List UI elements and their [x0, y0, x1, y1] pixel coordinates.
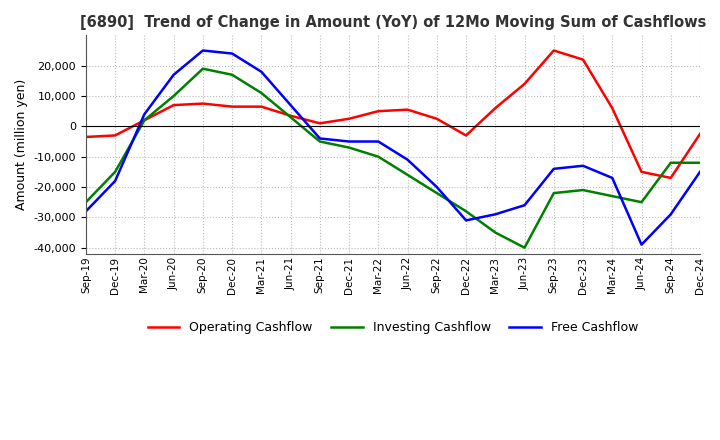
Title: [6890]  Trend of Change in Amount (YoY) of 12Mo Moving Sum of Cashflows: [6890] Trend of Change in Amount (YoY) o… — [80, 15, 706, 30]
Operating Cashflow — [315, 121, 324, 126]
Free Cashflow — [403, 157, 412, 162]
Operating Cashflow — [169, 103, 178, 108]
Free Cashflow — [433, 184, 441, 190]
Operating Cashflow — [462, 133, 470, 138]
Free Cashflow — [199, 48, 207, 53]
Line: Free Cashflow: Free Cashflow — [86, 51, 700, 245]
Investing Cashflow — [287, 114, 295, 120]
Free Cashflow — [169, 72, 178, 77]
Investing Cashflow — [521, 245, 529, 250]
Free Cashflow — [315, 136, 324, 141]
Operating Cashflow — [637, 169, 646, 175]
Free Cashflow — [140, 112, 149, 117]
Free Cashflow — [462, 218, 470, 223]
Free Cashflow — [111, 178, 120, 183]
Operating Cashflow — [579, 57, 588, 62]
Operating Cashflow — [696, 131, 704, 136]
Free Cashflow — [549, 166, 558, 172]
Operating Cashflow — [667, 175, 675, 180]
Investing Cashflow — [491, 230, 500, 235]
Operating Cashflow — [374, 109, 382, 114]
Investing Cashflow — [696, 160, 704, 165]
Investing Cashflow — [228, 72, 236, 77]
Investing Cashflow — [579, 187, 588, 193]
Free Cashflow — [696, 169, 704, 175]
Free Cashflow — [345, 139, 354, 144]
Operating Cashflow — [228, 104, 236, 109]
Investing Cashflow — [462, 209, 470, 214]
Operating Cashflow — [257, 104, 266, 109]
Investing Cashflow — [199, 66, 207, 71]
Operating Cashflow — [433, 116, 441, 121]
Operating Cashflow — [140, 117, 149, 123]
Investing Cashflow — [140, 117, 149, 123]
Investing Cashflow — [549, 191, 558, 196]
Operating Cashflow — [287, 113, 295, 118]
Free Cashflow — [228, 51, 236, 56]
Free Cashflow — [491, 212, 500, 217]
Investing Cashflow — [257, 90, 266, 95]
Free Cashflow — [287, 103, 295, 108]
Investing Cashflow — [433, 191, 441, 196]
Free Cashflow — [257, 69, 266, 74]
Operating Cashflow — [549, 48, 558, 53]
Y-axis label: Amount (million yen): Amount (million yen) — [15, 79, 28, 210]
Free Cashflow — [81, 209, 90, 214]
Investing Cashflow — [667, 160, 675, 165]
Free Cashflow — [667, 212, 675, 217]
Free Cashflow — [637, 242, 646, 247]
Investing Cashflow — [169, 93, 178, 99]
Investing Cashflow — [81, 200, 90, 205]
Investing Cashflow — [608, 194, 616, 199]
Operating Cashflow — [521, 81, 529, 87]
Investing Cashflow — [315, 139, 324, 144]
Operating Cashflow — [111, 133, 120, 138]
Investing Cashflow — [374, 154, 382, 159]
Free Cashflow — [608, 175, 616, 180]
Operating Cashflow — [81, 134, 90, 139]
Free Cashflow — [374, 139, 382, 144]
Investing Cashflow — [403, 172, 412, 177]
Operating Cashflow — [403, 107, 412, 112]
Legend: Operating Cashflow, Investing Cashflow, Free Cashflow: Operating Cashflow, Investing Cashflow, … — [143, 316, 643, 339]
Line: Operating Cashflow: Operating Cashflow — [86, 51, 700, 178]
Free Cashflow — [521, 202, 529, 208]
Line: Investing Cashflow: Investing Cashflow — [86, 69, 700, 248]
Operating Cashflow — [608, 106, 616, 111]
Investing Cashflow — [111, 169, 120, 175]
Operating Cashflow — [345, 116, 354, 121]
Operating Cashflow — [199, 101, 207, 106]
Investing Cashflow — [637, 200, 646, 205]
Free Cashflow — [579, 163, 588, 169]
Investing Cashflow — [345, 145, 354, 150]
Operating Cashflow — [491, 106, 500, 111]
